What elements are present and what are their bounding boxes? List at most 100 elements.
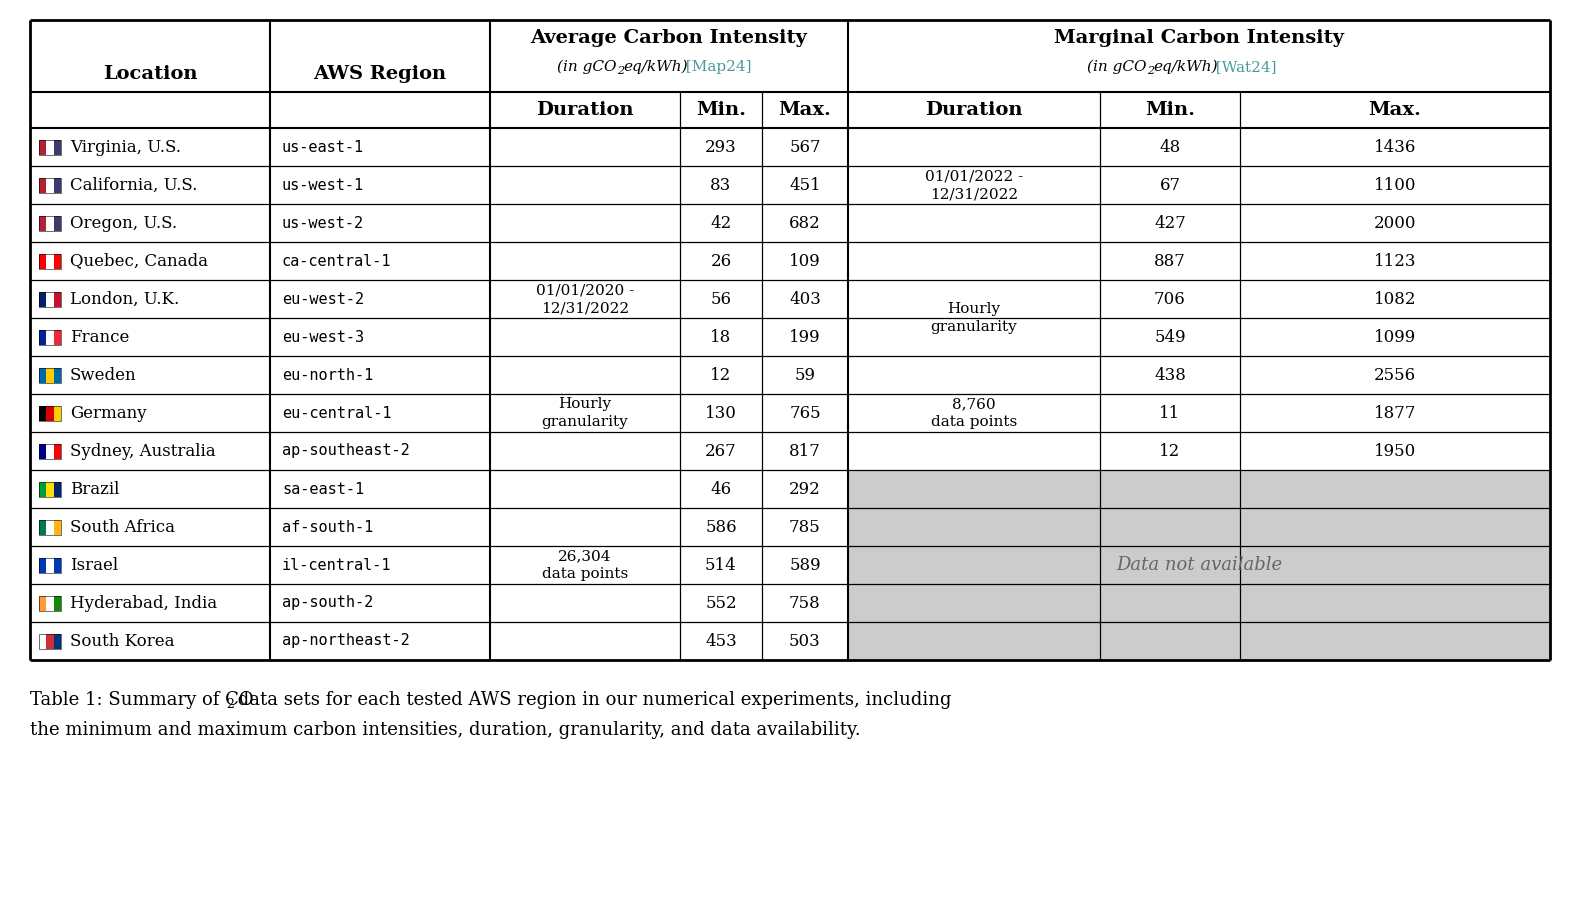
Text: Marginal Carbon Intensity: Marginal Carbon Intensity bbox=[1054, 29, 1344, 47]
Bar bbox=[39, 368, 46, 382]
Text: 552: 552 bbox=[704, 594, 738, 612]
Bar bbox=[46, 557, 54, 573]
Text: 293: 293 bbox=[704, 139, 738, 156]
Text: 199: 199 bbox=[790, 329, 821, 345]
Bar bbox=[39, 557, 61, 573]
Bar bbox=[39, 406, 61, 420]
Bar bbox=[46, 140, 54, 155]
Bar bbox=[39, 140, 61, 155]
Text: 2: 2 bbox=[225, 699, 233, 711]
Text: eu-central-1: eu-central-1 bbox=[282, 406, 391, 420]
Text: us-west-1: us-west-1 bbox=[282, 178, 364, 192]
Text: 2: 2 bbox=[616, 66, 624, 76]
Text: 438: 438 bbox=[1154, 367, 1185, 383]
Text: eq/kWh): eq/kWh) bbox=[623, 60, 687, 74]
Text: Max.: Max. bbox=[1368, 101, 1422, 119]
Text: 12/31/2022: 12/31/2022 bbox=[930, 187, 1018, 201]
Text: us-west-2: us-west-2 bbox=[282, 216, 364, 230]
Text: 785: 785 bbox=[790, 518, 821, 535]
Bar bbox=[39, 406, 46, 420]
Text: Oregon, U.S.: Oregon, U.S. bbox=[69, 215, 177, 232]
Text: 109: 109 bbox=[790, 253, 821, 269]
Text: 589: 589 bbox=[790, 556, 821, 573]
Text: 549: 549 bbox=[1154, 329, 1185, 345]
Text: 2000: 2000 bbox=[1374, 215, 1417, 232]
Text: South Africa: South Africa bbox=[69, 518, 175, 535]
Text: 292: 292 bbox=[790, 480, 821, 497]
Bar bbox=[46, 292, 54, 306]
Text: af-south-1: af-south-1 bbox=[282, 519, 374, 535]
Text: Sweden: Sweden bbox=[69, 367, 137, 383]
Text: 01/01/2020 -: 01/01/2020 - bbox=[536, 283, 634, 297]
Text: 26: 26 bbox=[711, 253, 731, 269]
Bar bbox=[46, 519, 54, 535]
Text: [Map24]: [Map24] bbox=[681, 60, 752, 74]
Bar bbox=[54, 330, 61, 344]
Text: South Korea: South Korea bbox=[69, 632, 175, 650]
Bar bbox=[54, 216, 61, 230]
Bar bbox=[39, 444, 46, 458]
Bar bbox=[39, 178, 61, 192]
Text: eu-west-3: eu-west-3 bbox=[282, 330, 364, 344]
Text: 451: 451 bbox=[790, 177, 821, 194]
Text: ca-central-1: ca-central-1 bbox=[282, 254, 391, 268]
Text: 56: 56 bbox=[711, 291, 731, 307]
Text: (in gCO: (in gCO bbox=[558, 60, 616, 74]
Text: Table 1: Summary of CO: Table 1: Summary of CO bbox=[30, 691, 254, 709]
Bar bbox=[39, 140, 46, 155]
Text: Hourly: Hourly bbox=[558, 397, 611, 411]
Text: 758: 758 bbox=[790, 594, 821, 612]
Text: 130: 130 bbox=[704, 404, 738, 421]
Text: 706: 706 bbox=[1154, 291, 1185, 307]
Text: Min.: Min. bbox=[1146, 101, 1195, 119]
Text: us-east-1: us-east-1 bbox=[282, 140, 364, 155]
Bar bbox=[46, 216, 54, 230]
Text: 567: 567 bbox=[790, 139, 821, 156]
Text: 46: 46 bbox=[711, 480, 731, 497]
Bar bbox=[39, 178, 46, 192]
Bar bbox=[46, 481, 54, 496]
Bar bbox=[54, 444, 61, 458]
Bar bbox=[54, 481, 61, 496]
Text: Location: Location bbox=[102, 65, 197, 83]
Text: 1950: 1950 bbox=[1374, 442, 1417, 459]
Bar bbox=[46, 254, 54, 268]
Text: Israel: Israel bbox=[69, 556, 118, 573]
Text: 2556: 2556 bbox=[1374, 367, 1417, 383]
Text: AWS Region: AWS Region bbox=[314, 65, 446, 83]
Text: 514: 514 bbox=[704, 556, 738, 573]
Text: [Wat24]: [Wat24] bbox=[1210, 60, 1277, 74]
Bar bbox=[54, 519, 61, 535]
Text: 8,760: 8,760 bbox=[952, 397, 996, 411]
Bar bbox=[54, 557, 61, 573]
Text: 1436: 1436 bbox=[1374, 139, 1417, 156]
Text: 427: 427 bbox=[1154, 215, 1185, 232]
Text: eu-north-1: eu-north-1 bbox=[282, 368, 374, 382]
Text: 01/01/2022 -: 01/01/2022 - bbox=[925, 169, 1023, 183]
Bar bbox=[39, 633, 46, 649]
Text: 817: 817 bbox=[790, 442, 821, 459]
Text: granularity: granularity bbox=[930, 320, 1018, 334]
Text: Hyderabad, India: Hyderabad, India bbox=[69, 594, 217, 612]
Text: London, U.K.: London, U.K. bbox=[69, 291, 180, 307]
Text: Duration: Duration bbox=[925, 101, 1023, 119]
Bar bbox=[46, 633, 54, 649]
Text: Brazil: Brazil bbox=[69, 480, 120, 497]
Bar bbox=[39, 444, 61, 458]
Text: 267: 267 bbox=[704, 442, 738, 459]
Text: Duration: Duration bbox=[536, 101, 634, 119]
Bar bbox=[39, 254, 46, 268]
Text: the minimum and maximum carbon intensities, duration, granularity, and data avai: the minimum and maximum carbon intensiti… bbox=[30, 721, 860, 739]
Bar bbox=[39, 481, 46, 496]
Text: 403: 403 bbox=[790, 291, 821, 307]
Text: 26,304: 26,304 bbox=[558, 549, 611, 563]
Text: eu-west-2: eu-west-2 bbox=[282, 292, 364, 306]
Bar bbox=[39, 216, 61, 230]
Bar bbox=[39, 292, 46, 306]
Text: (in gCO: (in gCO bbox=[1087, 60, 1147, 74]
Bar bbox=[39, 595, 61, 611]
Text: Sydney, Australia: Sydney, Australia bbox=[69, 442, 216, 459]
Bar bbox=[39, 292, 61, 306]
Bar bbox=[54, 178, 61, 192]
Bar bbox=[39, 216, 46, 230]
